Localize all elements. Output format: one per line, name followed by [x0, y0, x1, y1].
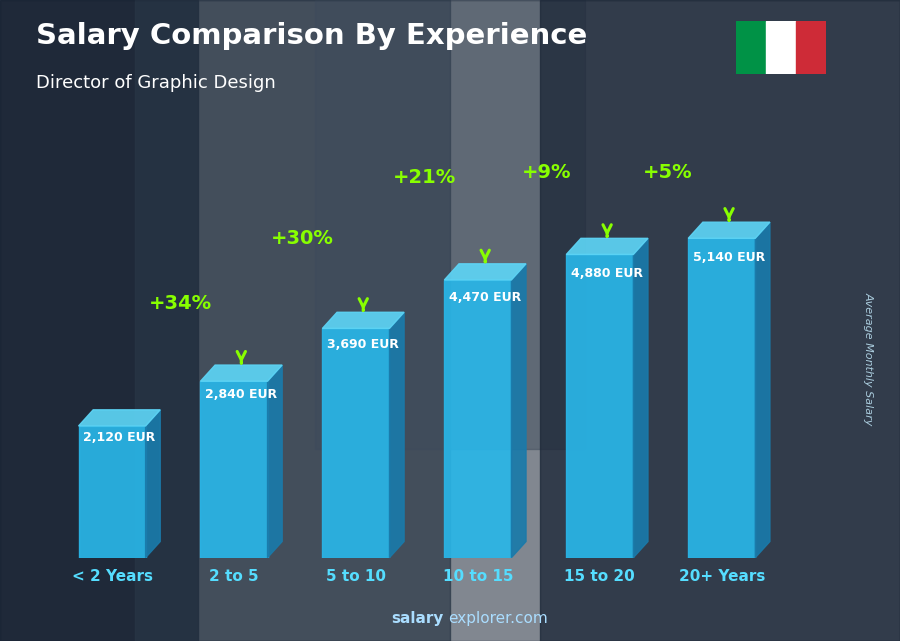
- Text: Salary Comparison By Experience: Salary Comparison By Experience: [36, 22, 587, 51]
- Text: Director of Graphic Design: Director of Graphic Design: [36, 74, 275, 92]
- Bar: [540, 0, 900, 641]
- Bar: [201, 381, 267, 558]
- Polygon shape: [445, 264, 526, 280]
- Bar: [78, 426, 146, 558]
- Polygon shape: [566, 238, 648, 254]
- Text: +34%: +34%: [148, 294, 211, 313]
- Text: 2,840 EUR: 2,840 EUR: [205, 388, 277, 401]
- Text: explorer.com: explorer.com: [448, 611, 548, 626]
- Polygon shape: [390, 312, 404, 558]
- Polygon shape: [267, 365, 283, 558]
- Text: +21%: +21%: [392, 168, 455, 187]
- Text: +9%: +9%: [521, 163, 571, 182]
- Bar: [315, 0, 585, 449]
- Text: +5%: +5%: [644, 163, 693, 182]
- Polygon shape: [634, 238, 648, 558]
- Polygon shape: [201, 365, 283, 381]
- Bar: [566, 254, 634, 558]
- Text: salary: salary: [392, 611, 444, 626]
- Text: Average Monthly Salary: Average Monthly Salary: [863, 292, 874, 426]
- Text: 2,120 EUR: 2,120 EUR: [84, 431, 156, 444]
- Text: +30%: +30%: [271, 229, 334, 247]
- Text: 3,690 EUR: 3,690 EUR: [328, 338, 400, 351]
- Polygon shape: [146, 410, 160, 558]
- Bar: [736, 21, 766, 74]
- Text: 5,140 EUR: 5,140 EUR: [693, 251, 765, 264]
- Polygon shape: [688, 222, 770, 238]
- Bar: [796, 21, 826, 74]
- Bar: [766, 21, 796, 74]
- Bar: [688, 238, 755, 558]
- Text: 4,470 EUR: 4,470 EUR: [449, 291, 521, 304]
- Polygon shape: [755, 222, 770, 558]
- Text: 4,880 EUR: 4,880 EUR: [572, 267, 644, 279]
- Polygon shape: [322, 312, 404, 328]
- Bar: [0, 0, 198, 641]
- Bar: [135, 0, 450, 641]
- Bar: [322, 328, 390, 558]
- Polygon shape: [78, 410, 160, 426]
- Bar: [445, 280, 511, 558]
- Polygon shape: [511, 264, 526, 558]
